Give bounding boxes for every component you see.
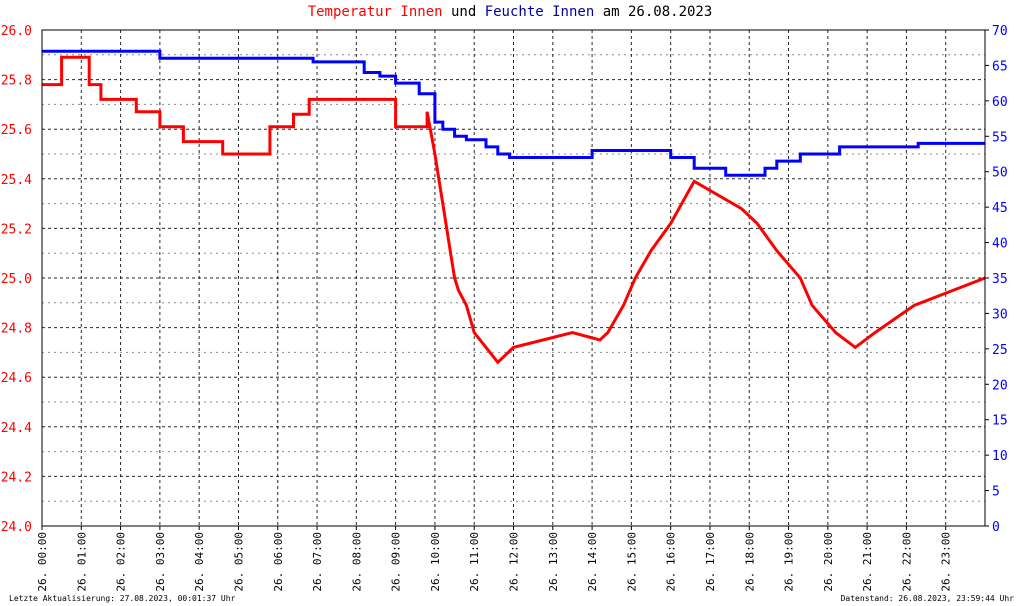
- left-tick-label: 24.4: [1, 421, 32, 436]
- x-tick-label: 26. 06:00: [272, 532, 285, 592]
- left-tick-label: 25.2: [1, 222, 32, 237]
- x-tick-label: 26. 13:00: [547, 532, 560, 592]
- right-tick-label: 30: [992, 307, 1008, 322]
- title-joiner: und: [442, 4, 485, 20]
- left-tick-label: 25.4: [1, 173, 32, 188]
- grid: [42, 30, 985, 526]
- right-tick-label: 25: [992, 343, 1008, 358]
- left-tick-label: 24.8: [1, 322, 32, 337]
- x-tick-label: 26. 09:00: [390, 532, 403, 592]
- x-tick-label: 26. 10:00: [429, 532, 442, 592]
- humidity-series-line: [42, 49, 985, 177]
- right-axis: 0 5 10 15 20 25 30 35 40 45 50 55 60 65 70: [985, 24, 1008, 535]
- right-tick-label: 65: [992, 59, 1008, 74]
- left-tick-label: 26.0: [1, 24, 32, 39]
- x-tick-label: 26. 19:00: [783, 532, 796, 592]
- x-tick-label: 26. 20:00: [822, 532, 835, 592]
- right-tick-label: 20: [992, 378, 1008, 393]
- x-tick-label: 26. 23:00: [940, 532, 953, 592]
- right-tick-label: 0: [992, 520, 1000, 535]
- x-tick-label: 26. 18:00: [743, 532, 756, 592]
- x-tick-label: 26. 16:00: [665, 532, 678, 592]
- right-tick-label: 15: [992, 414, 1008, 429]
- x-tick-label: 26. 03:00: [154, 532, 167, 592]
- left-tick-label: 24.0: [1, 520, 32, 535]
- chart-title: Temperatur Innen und Feuchte Innen am 26…: [0, 4, 1020, 20]
- x-tick-label: 26. 07:00: [311, 532, 324, 592]
- right-tick-label: 55: [992, 130, 1008, 145]
- x-tick-label: 26. 17:00: [704, 532, 717, 592]
- x-tick-label: 26. 02:00: [115, 532, 128, 592]
- x-tick-label: 26. 04:00: [193, 532, 206, 592]
- right-tick-label: 40: [992, 237, 1008, 252]
- title-humidity: Feuchte Innen: [484, 4, 595, 20]
- x-tick-label: 26. 11:00: [468, 532, 481, 592]
- x-tick-label: 26. 00:00: [36, 532, 49, 592]
- series-layer: [42, 49, 986, 365]
- left-tick-label: 24.2: [1, 470, 32, 485]
- temperature-series-line: [42, 55, 986, 365]
- left-axis: 24.0 24.2 24.4 24.6 24.8 25.0 25.2 25.4 25.6 25.8…: [1, 24, 32, 535]
- right-tick-label: 45: [992, 201, 1008, 216]
- x-tick-label: 26. 21:00: [861, 532, 874, 592]
- right-tick-label: 70: [992, 24, 1008, 39]
- left-tick-label: 25.6: [1, 123, 32, 138]
- data-status-label: Datenstand: 26.08.2023, 23:59:44 Uhr: [840, 594, 1014, 603]
- right-tick-label: 5: [992, 485, 1000, 500]
- last-update-label: Letzte Aktualisierung: 27.08.2023, 00:01…: [9, 594, 236, 603]
- right-tick-label: 35: [992, 272, 1008, 287]
- x-axis: 26. 00:00 26. 01:00 26. 02:00 26. 03:00 26. …: [36, 526, 953, 592]
- right-tick-label: 50: [992, 166, 1008, 181]
- title-temperature: Temperatur Innen: [307, 4, 443, 20]
- x-tick-label: 26. 01:00: [75, 532, 88, 592]
- right-tick-label: 10: [992, 449, 1008, 464]
- left-tick-label: 25.0: [1, 272, 32, 287]
- right-tick-label: 60: [992, 95, 1008, 110]
- x-tick-label: 26. 12:00: [508, 532, 521, 592]
- x-tick-label: 26. 08:00: [350, 532, 363, 592]
- x-tick-label: 26. 05:00: [232, 532, 245, 592]
- x-tick-label: 26. 14:00: [586, 532, 599, 592]
- left-tick-label: 24.6: [1, 371, 32, 386]
- left-tick-label: 25.8: [1, 74, 32, 89]
- title-date: am 26.08.2023: [594, 4, 713, 20]
- x-tick-label: 26. 22:00: [900, 532, 913, 592]
- x-tick-label: 26. 15:00: [625, 532, 638, 592]
